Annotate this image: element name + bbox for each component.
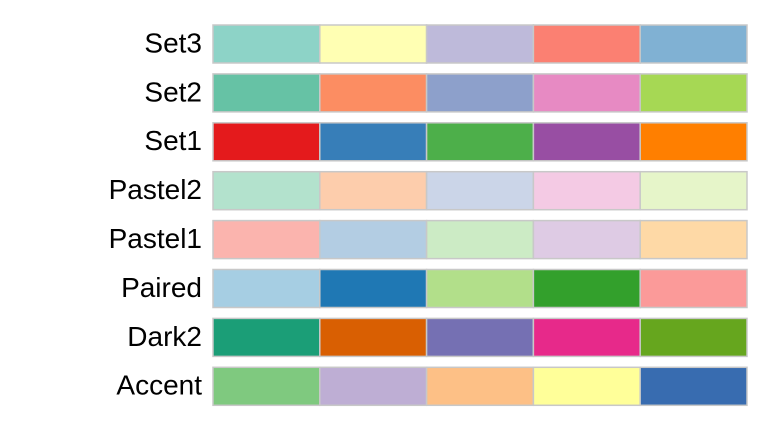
palette-name: Set2 (144, 76, 202, 107)
palette-name: Pastel1 (109, 223, 202, 254)
color-swatch (639, 219, 748, 260)
color-swatch (425, 366, 535, 407)
color-swatch (319, 73, 428, 113)
color-swatch (212, 366, 321, 407)
color-swatch (319, 122, 428, 162)
color-swatch (639, 73, 748, 113)
color-swatch (425, 268, 535, 309)
color-swatch (532, 317, 641, 358)
color-swatch (319, 366, 428, 407)
color-swatch (212, 122, 321, 162)
color-swatch (425, 122, 535, 162)
color-swatch (319, 268, 428, 309)
color-swatch (639, 317, 748, 358)
color-swatch (212, 73, 321, 113)
color-swatch (425, 24, 535, 64)
color-swatch (319, 170, 428, 211)
color-swatch (532, 73, 641, 113)
color-swatch (425, 73, 535, 113)
color-swatch (639, 122, 748, 162)
color-swatch (532, 24, 641, 64)
palette-name: Dark2 (127, 321, 202, 352)
color-swatch (425, 219, 535, 260)
color-swatch (319, 219, 428, 260)
color-swatch (532, 219, 641, 260)
color-swatch (212, 24, 321, 64)
color-swatch (212, 219, 321, 260)
color-swatch (639, 268, 748, 309)
palette-name: Accent (116, 370, 202, 401)
color-swatch (212, 170, 321, 211)
color-swatch (532, 268, 641, 309)
color-swatch (319, 317, 428, 358)
palette-name: Set1 (144, 125, 202, 156)
color-swatch (532, 122, 641, 162)
color-swatch (425, 317, 535, 358)
color-swatch (319, 24, 428, 64)
color-swatch (212, 317, 321, 358)
color-swatch (639, 24, 748, 64)
palette-name: Set3 (144, 27, 202, 58)
palette-name: Pastel2 (109, 174, 202, 205)
color-swatch (639, 366, 748, 407)
color-swatch (639, 170, 748, 211)
color-swatch (425, 170, 535, 211)
color-swatch (532, 366, 641, 407)
color-swatch (212, 268, 321, 309)
palette-name: Paired (121, 272, 202, 303)
color-swatch (532, 170, 641, 211)
